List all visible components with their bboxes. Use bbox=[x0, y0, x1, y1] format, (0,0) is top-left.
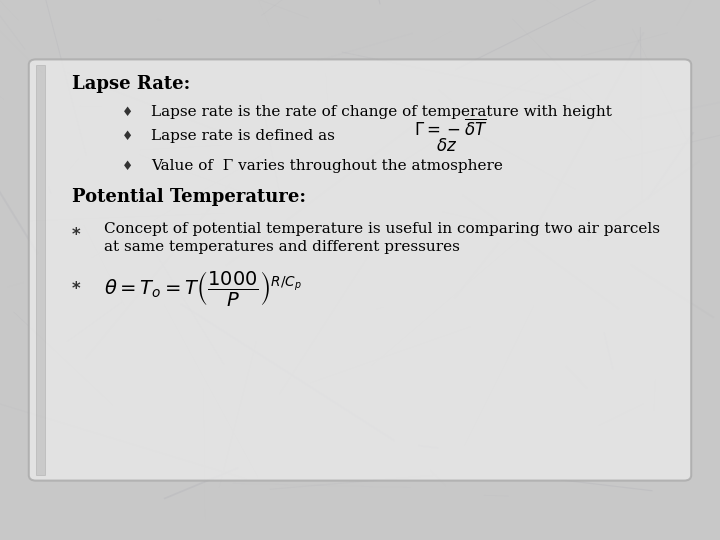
Text: Value of  Γ varies throughout the atmosphere: Value of Γ varies throughout the atmosph… bbox=[151, 159, 503, 173]
Text: ♦: ♦ bbox=[122, 106, 134, 119]
Text: Lapse rate is defined as: Lapse rate is defined as bbox=[151, 130, 335, 144]
Text: Potential Temperature:: Potential Temperature: bbox=[72, 188, 306, 206]
Text: $\Gamma = -\overline{\delta T}$: $\Gamma = -\overline{\delta T}$ bbox=[414, 119, 487, 140]
Text: $\theta = T_o = T\left(\dfrac{1000}{P}\right)^{R/C_p}$: $\theta = T_o = T\left(\dfrac{1000}{P}\r… bbox=[104, 269, 302, 308]
Text: Lapse rate is the rate of change of temperature with height: Lapse rate is the rate of change of temp… bbox=[151, 105, 612, 119]
Text: Concept of potential temperature is useful in comparing two air parcels: Concept of potential temperature is usef… bbox=[104, 222, 660, 237]
FancyBboxPatch shape bbox=[29, 59, 691, 481]
Text: $\delta z$: $\delta z$ bbox=[436, 138, 456, 155]
Text: Lapse Rate:: Lapse Rate: bbox=[72, 75, 190, 93]
Text: *: * bbox=[72, 226, 81, 244]
Text: ♦: ♦ bbox=[122, 130, 134, 144]
Text: at same temperatures and different pressures: at same temperatures and different press… bbox=[104, 240, 460, 254]
Bar bbox=[36, 65, 45, 475]
Text: ♦: ♦ bbox=[122, 160, 134, 173]
Text: *: * bbox=[72, 280, 81, 298]
